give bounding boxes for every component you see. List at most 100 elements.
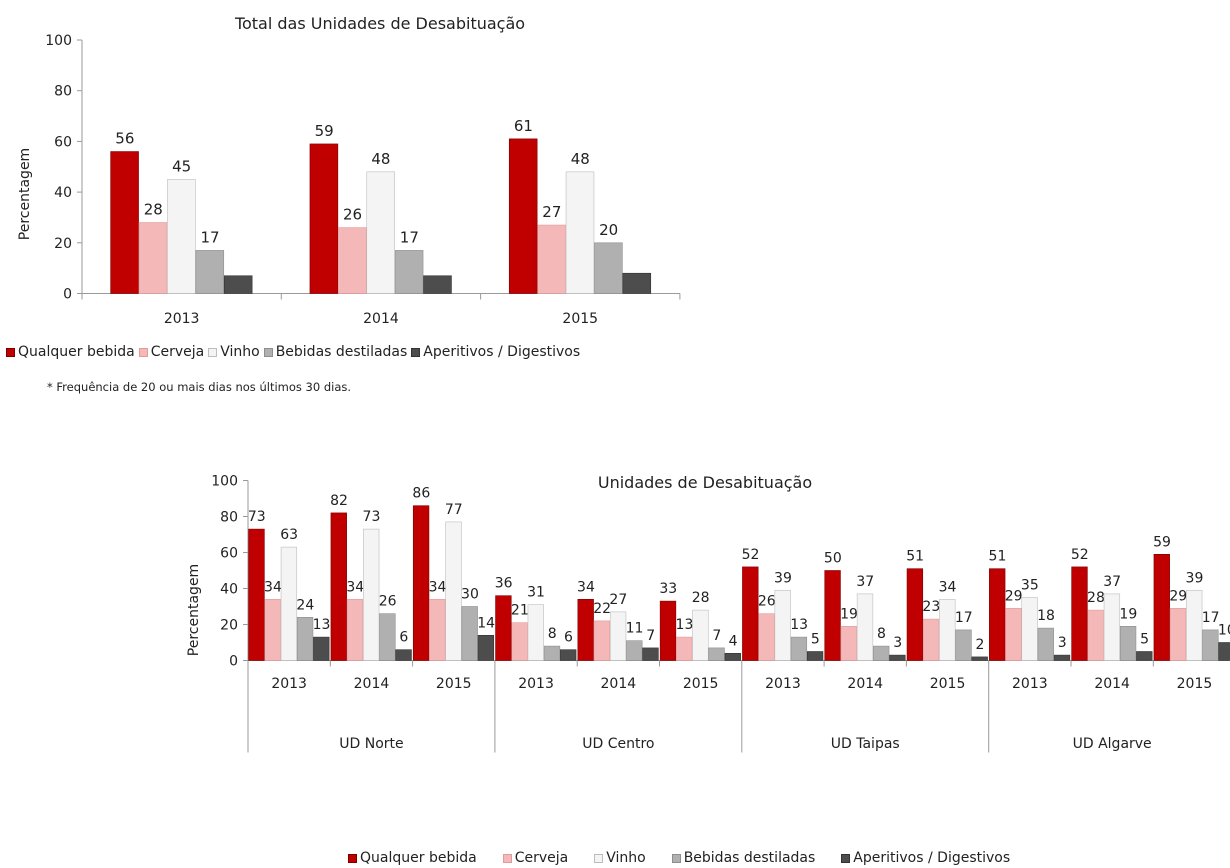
data-label: 13 <box>313 617 331 633</box>
bar <box>824 570 841 661</box>
bar <box>856 593 874 661</box>
y-tick-label: 100 <box>45 33 72 49</box>
chart-total: Total das Unidades de Desabituação Perce… <box>17 14 681 327</box>
data-label: 3 <box>1058 635 1067 651</box>
bar <box>724 652 741 661</box>
data-label: 19 <box>840 606 858 622</box>
bar <box>939 598 956 661</box>
bar <box>708 647 725 661</box>
x-tick-label: 2013 <box>271 676 307 692</box>
data-label: 29 <box>1005 588 1023 604</box>
legend-item: Vinho <box>208 344 260 360</box>
data-label: 86 <box>412 486 430 502</box>
bar <box>1153 553 1170 661</box>
data-label: 82 <box>330 493 348 509</box>
bar <box>1087 609 1104 661</box>
bar <box>1186 589 1203 661</box>
data-label: 51 <box>989 549 1007 565</box>
x-tick-label: 2013 <box>518 676 554 692</box>
bar <box>543 645 561 661</box>
data-label: 34 <box>346 579 364 595</box>
x-tick-label: 2014 <box>363 311 399 327</box>
bar <box>922 618 940 661</box>
legend-item: Cerveja <box>502 850 568 866</box>
x-tick-label: 2013 <box>1012 676 1048 692</box>
data-label: 18 <box>1037 608 1055 624</box>
bar <box>955 629 972 661</box>
legend-swatch <box>594 853 604 863</box>
bar <box>363 528 380 661</box>
legend: Qualquer bebida Cerveja Vinho Bebidas desti… <box>348 850 1010 866</box>
x-tick-label: 2015 <box>930 676 966 692</box>
data-label: 59 <box>1153 534 1171 550</box>
data-label: 48 <box>371 150 390 168</box>
bar <box>223 275 253 294</box>
y-tick-label: 80 <box>54 84 72 100</box>
bar <box>692 609 709 661</box>
data-label: 61 <box>514 117 533 135</box>
bar <box>1103 593 1121 661</box>
group-label: UD Taipas <box>831 736 900 752</box>
data-label: 27 <box>542 203 561 221</box>
chart-units: Unidades de Desabituação Percentagem 0 20… <box>186 473 1230 753</box>
data-label: 17 <box>201 228 220 246</box>
data-label: 30 <box>461 587 479 603</box>
legend-label: Qualquer bebida <box>360 850 477 866</box>
data-label: 31 <box>527 585 545 601</box>
data-label: 17 <box>955 610 973 626</box>
y-tick-label: 20 <box>220 618 238 634</box>
bar <box>313 636 330 661</box>
bar <box>537 224 566 294</box>
data-label: 26 <box>343 206 362 224</box>
data-label: 27 <box>609 592 627 608</box>
bar <box>445 521 462 661</box>
group-label: UD Norte <box>339 736 403 752</box>
bar <box>659 600 677 661</box>
bar <box>1005 607 1022 661</box>
data-label: 13 <box>676 617 694 633</box>
group-label: UD Algarve <box>1073 736 1152 752</box>
legend-item: Aperitivos / Digestivos <box>841 850 1010 866</box>
data-label: 5 <box>811 632 820 648</box>
bar <box>742 566 759 661</box>
x-tick-label: 2014 <box>1094 676 1130 692</box>
legend-swatch <box>841 853 851 863</box>
y-tick-label: 40 <box>220 582 238 598</box>
group-label: UD Centro <box>582 736 654 752</box>
data-label: 33 <box>659 581 677 597</box>
bar <box>379 613 396 661</box>
bar <box>1037 627 1054 661</box>
bar <box>1053 654 1071 661</box>
data-label: 37 <box>1103 574 1121 590</box>
y-tick-label: 60 <box>220 546 238 562</box>
data-label: 77 <box>445 502 463 518</box>
bar <box>1202 629 1219 661</box>
y-tick-label: 40 <box>54 185 72 201</box>
legend-item: Vinho <box>594 850 646 866</box>
x-tick-label: 2015 <box>436 676 472 692</box>
data-label: 34 <box>939 579 957 595</box>
x-tick-label: 2013 <box>765 676 801 692</box>
data-label: 13 <box>790 617 808 633</box>
legend-item: Qualquer bebida <box>348 850 477 866</box>
data-label: 14 <box>477 615 495 631</box>
x-tick-label: 2015 <box>683 676 719 692</box>
legend-label: Bebidas destiladas <box>683 850 816 866</box>
bar <box>594 242 623 294</box>
footnote: * Frequência de 20 ou mais dias nos últi… <box>47 380 352 394</box>
bar <box>889 654 906 661</box>
bar <box>511 622 528 661</box>
legend-item: Qualquer bebida <box>6 344 135 360</box>
y-tick-label: 0 <box>229 654 238 670</box>
bar <box>309 143 339 294</box>
bar <box>296 616 314 661</box>
bar <box>642 647 659 661</box>
y-tick-label: 100 <box>211 474 238 490</box>
legend-label: Cerveja <box>150 344 205 360</box>
legend-label: Vinho <box>606 850 646 866</box>
bar <box>346 598 364 661</box>
data-label: 26 <box>758 594 776 610</box>
data-label: 7 <box>646 628 655 644</box>
bar <box>560 649 577 661</box>
data-label: 29 <box>1169 588 1187 604</box>
